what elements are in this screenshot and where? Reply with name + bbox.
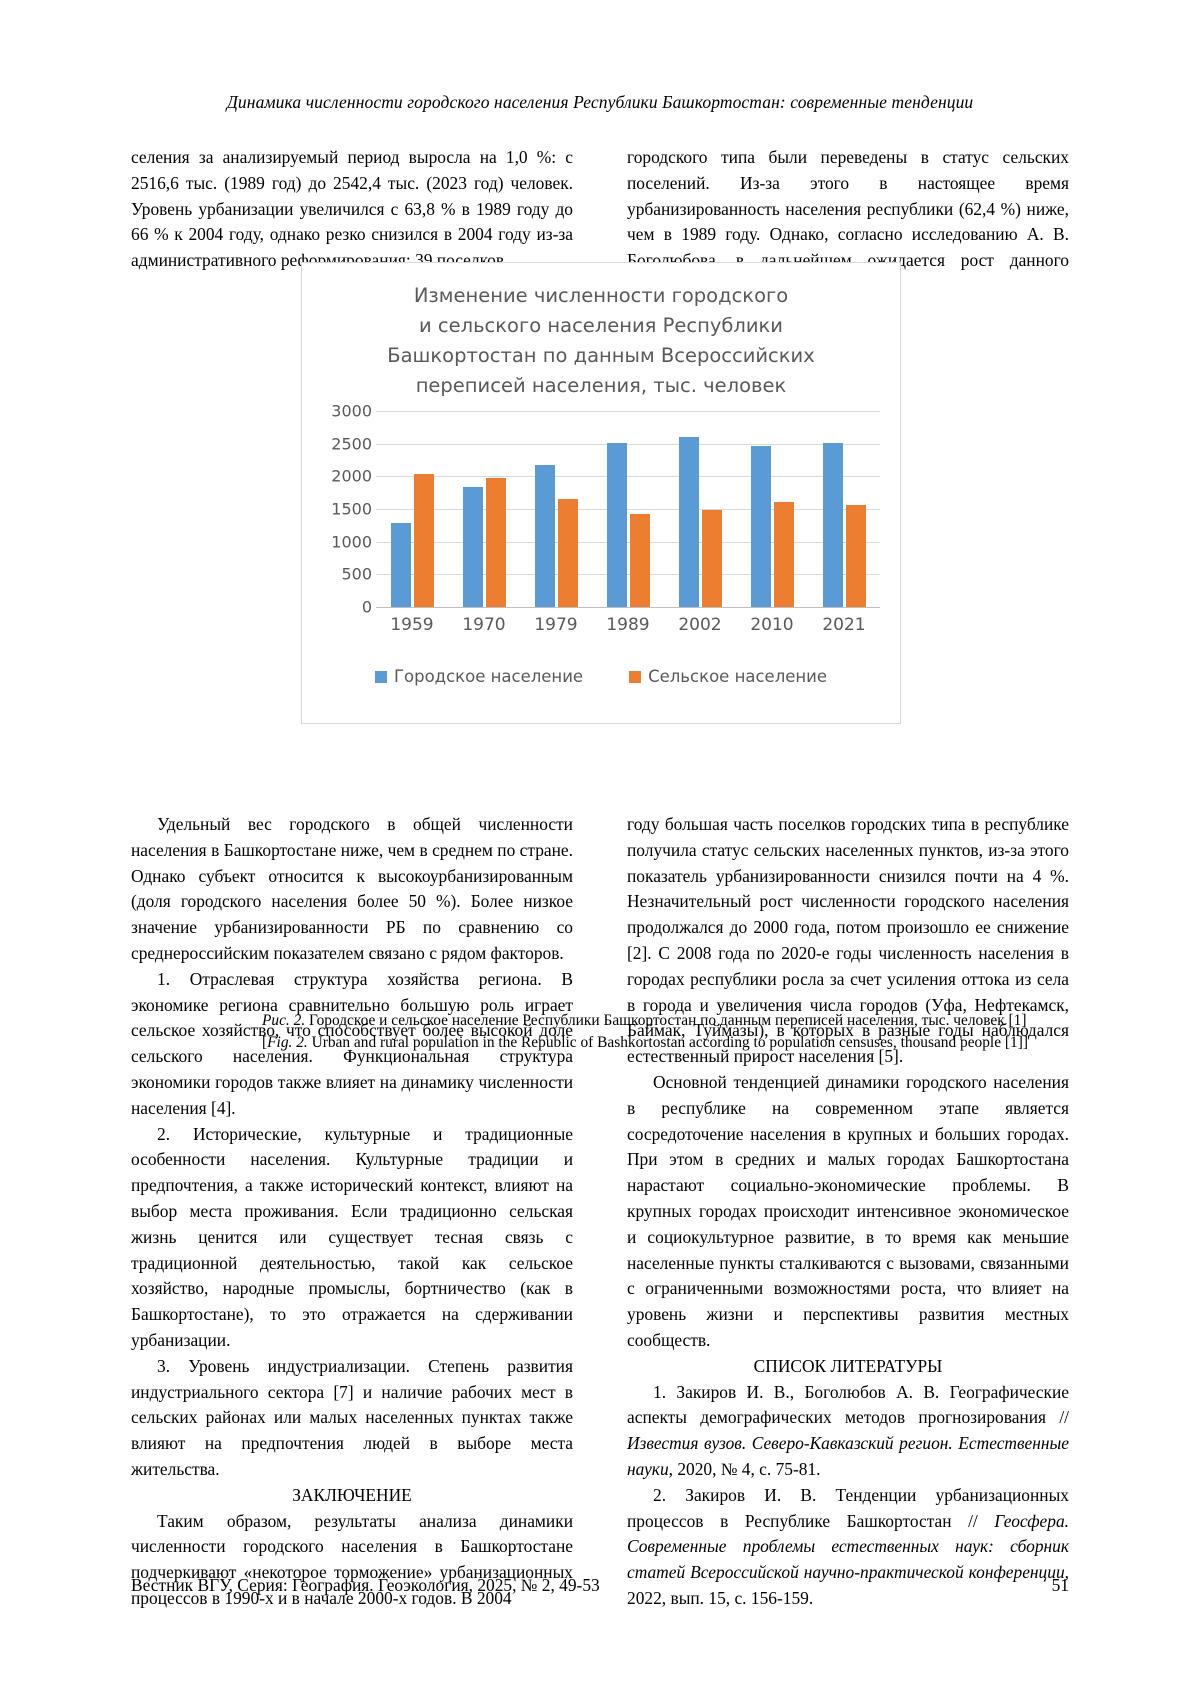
chart-bar bbox=[534, 464, 555, 607]
paragraph: Удельный вес городского в общей численно… bbox=[131, 814, 573, 963]
figure-caption: Рис. 2. Городское и сельское население Р… bbox=[262, 1010, 1200, 1053]
chart-bar-group bbox=[592, 411, 664, 607]
chart-bar-groups bbox=[376, 411, 880, 607]
chart-bar bbox=[773, 502, 794, 607]
chart-bar-group bbox=[520, 411, 592, 607]
chart-legend-label: Городское население bbox=[393, 667, 584, 686]
footer-page-number: 51 bbox=[1051, 1575, 1069, 1595]
chart-title-line: Башкортостан по данным Всероссийских bbox=[387, 344, 815, 367]
chart-bar bbox=[557, 498, 578, 607]
chart-x-tick-label: 1989 bbox=[606, 615, 650, 635]
chart-title-line: и сельского населения Республики bbox=[419, 314, 783, 337]
chart-legend-label: Сельское население bbox=[648, 667, 828, 686]
paragraph: селения за анализируемый период выросла … bbox=[131, 147, 573, 271]
footer-journal-info: Вестник ВГУ, Серия: География. Геоэколог… bbox=[131, 1575, 600, 1595]
chart-x-tick-label: 1959 bbox=[390, 615, 434, 635]
chart-title-line: переписей населения, тыс. человек bbox=[415, 374, 787, 397]
chart-legend-swatch bbox=[629, 670, 642, 683]
paragraph: 1. Отраслевая структура хозяйства регион… bbox=[131, 968, 573, 1118]
chart-y-tick-label: 2000 bbox=[331, 466, 372, 486]
chart-bar bbox=[606, 443, 627, 607]
paragraph: 3. Уровень индустриализации. Степень раз… bbox=[131, 1355, 573, 1479]
paragraph: Основной тенденцией динамики городского … bbox=[627, 1071, 1069, 1350]
chart-y-tick-label: 1000 bbox=[331, 532, 372, 552]
chart-x-tick-label: 2010 bbox=[750, 615, 794, 635]
chart-gridline bbox=[376, 411, 880, 412]
chart-y-tick-label: 500 bbox=[341, 564, 372, 584]
figure-caption-en-label: Fig. 2. bbox=[267, 1033, 308, 1051]
figure-2: Изменение численности городского и сельс… bbox=[131, 262, 1071, 1051]
chart-bar bbox=[629, 513, 650, 607]
chart-bar bbox=[701, 510, 722, 607]
chart-bar bbox=[822, 442, 843, 607]
body-left-column: Удельный вес городского в общей численно… bbox=[131, 812, 573, 1612]
chart-y-tick-label: 1500 bbox=[331, 499, 372, 519]
chart-title-line: Изменение численности городского bbox=[413, 284, 789, 307]
reference-2-tail: 2022, вып. 15, с. 156-159. bbox=[627, 1587, 814, 1608]
chart-x-tick-label: 1970 bbox=[462, 615, 506, 635]
chart-axis-line bbox=[376, 607, 880, 608]
chart-bar bbox=[845, 505, 866, 607]
chart-bar-group bbox=[376, 411, 448, 607]
chart-gridline bbox=[376, 443, 880, 445]
figure-caption-ru-label: Рис. 2. bbox=[262, 1012, 306, 1029]
chart-gridline bbox=[376, 574, 880, 576]
section-heading-conclusion: ЗАКЛЮЧЕНИЕ bbox=[292, 1484, 412, 1505]
chart-gridline bbox=[376, 541, 880, 543]
chart-y-tick-label: 0 bbox=[361, 597, 372, 617]
running-head: Динамика численности городского населени… bbox=[226, 92, 974, 112]
section-heading-references: СПИСОК ЛИТЕРАТУРЫ bbox=[753, 1355, 943, 1376]
chart-bar bbox=[485, 477, 506, 607]
chart-bar bbox=[413, 473, 434, 607]
chart-bar bbox=[462, 487, 483, 607]
paragraph: году большая часть поселков городских ти… bbox=[627, 814, 1069, 1067]
figure-caption-en-open: [ bbox=[262, 1033, 268, 1051]
chart-bar-group bbox=[736, 411, 808, 607]
chart-legend-swatch bbox=[374, 670, 387, 683]
chart-x-axis-labels: 1959 1970 1979 1989 2002 2010 2021 bbox=[376, 615, 880, 635]
chart-legend: Городское население Сельское население bbox=[302, 667, 900, 686]
chart-bar bbox=[678, 437, 699, 607]
reference-1-text: 1. Закиров И. В., Боголюбов А. В. Геогра… bbox=[627, 1381, 1069, 1428]
chart-legend-item[interactable]: Сельское население bbox=[629, 667, 827, 686]
chart-bar-group bbox=[448, 411, 520, 607]
reference-item: 1. Закиров И. В., Боголюбов А. В. Геогра… bbox=[627, 1380, 1069, 1483]
paragraph: 2. Исторические, культурные и традиционн… bbox=[131, 1123, 573, 1350]
chart-bar-group bbox=[664, 411, 736, 607]
chart-y-tick-label: 3000 bbox=[331, 401, 372, 421]
chart-x-tick-label: 2021 bbox=[822, 615, 866, 635]
paragraph: Таким образом, результаты анализа динами… bbox=[131, 1510, 573, 1608]
chart-y-tick-label: 2500 bbox=[331, 434, 372, 454]
reference-1-tail: 2020, № 4, с. 75-81. bbox=[673, 1458, 821, 1479]
reference-2-text: 2. Закиров И. В. Тенденции урбанизационн… bbox=[627, 1484, 1069, 1531]
body-right-column: году большая часть поселков городских ти… bbox=[627, 812, 1069, 1612]
chart-title: Изменение численности городского и сельс… bbox=[320, 281, 882, 401]
paragraph: городского типа были переведены в статус… bbox=[627, 147, 1069, 296]
chart-legend-item[interactable]: Городское население bbox=[374, 667, 584, 686]
reference-1-journal: Известия вузов. Северо-Кавказский регион… bbox=[627, 1433, 1069, 1479]
chart-bar bbox=[750, 446, 771, 607]
reference-item: 2. Закиров И. В. Тенденции урбанизационн… bbox=[627, 1483, 1069, 1612]
chart-x-tick-label: 1979 bbox=[534, 615, 578, 635]
chart-gridline bbox=[376, 476, 880, 478]
reference-2-journal: Геосфера. Современные проблемы естествен… bbox=[627, 1510, 1069, 1583]
bar-chart: Изменение численности городского и сельс… bbox=[301, 262, 901, 724]
chart-bar-group bbox=[808, 411, 880, 607]
top-right-column: городского типа были переведены в статус… bbox=[627, 145, 1069, 300]
top-left-column: селения за анализируемый период выросла … bbox=[131, 145, 573, 274]
figure-caption-ru-text: Городское и сельское население Республик… bbox=[305, 1012, 1027, 1029]
chart-gridline bbox=[376, 509, 880, 510]
chart-bar bbox=[390, 522, 411, 607]
figure-caption-en-text: Urban and rural population in the Republ… bbox=[307, 1033, 1028, 1051]
chart-plot-area: 0 500 1000 1500 2000 2500 3000 bbox=[331, 402, 880, 617]
chart-x-tick-label: 2002 bbox=[678, 615, 722, 635]
